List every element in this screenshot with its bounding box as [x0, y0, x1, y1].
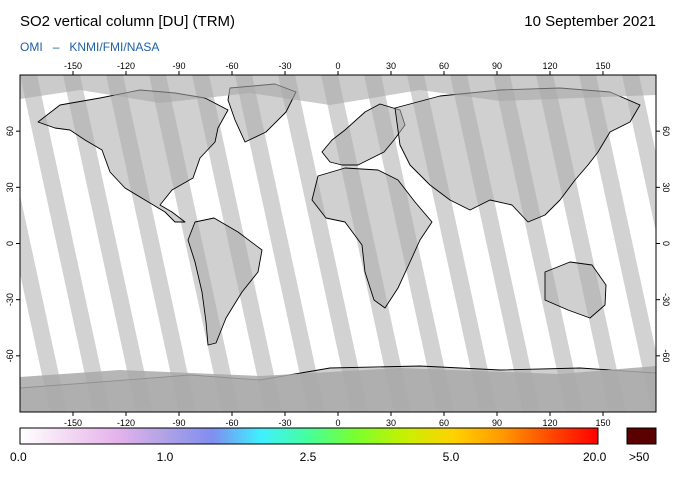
colorbar-overflow-swatch [626, 427, 657, 445]
lon-tick-label-bottom: 0 [335, 418, 340, 428]
lon-tick-label-bottom: -150 [64, 418, 82, 428]
colorbar-overflow-label: >50 [629, 450, 650, 464]
lat-tick-label-right: 60 [661, 126, 671, 136]
lon-tick-label-bottom: 150 [595, 418, 610, 428]
map-date: 10 September 2021 [524, 13, 656, 30]
lat-tick-label-right: -30 [661, 293, 671, 306]
lat-tick-label-left: -30 [5, 293, 15, 306]
lat-tick-label-right: 30 [661, 182, 671, 192]
colorbar-label: 0.0 [10, 450, 27, 464]
orbit-gap-swath [20, 75, 110, 412]
lon-tick-label-top: -60 [225, 61, 238, 71]
credit-institutes: KNMI/FMI/NASA [69, 40, 160, 54]
lon-tick-label-top: 0 [335, 61, 340, 71]
credit-line: OMI – KNMI/FMI/NASA [20, 40, 159, 54]
lon-tick-label-top: 60 [439, 61, 449, 71]
africa-outline [311, 167, 433, 309]
lon-tick-label-top: 30 [386, 61, 396, 71]
orbit-gap-swath [235, 75, 325, 412]
lon-tick-label-top: 90 [492, 61, 502, 71]
orbit-gap-swath [278, 75, 368, 412]
polar-no-data [20, 75, 656, 412]
colorbar [19, 427, 599, 445]
lat-tick-label-right: -60 [661, 349, 671, 362]
lon-tick-label-top: 120 [542, 61, 557, 71]
south-america-outline [187, 217, 263, 346]
lon-tick-label-top: -90 [172, 61, 185, 71]
australia-outline [544, 261, 607, 319]
lat-tick-label-left: -60 [5, 349, 15, 362]
lat-tick-label-left: 0 [5, 241, 15, 246]
orbit-gap-swath [63, 75, 153, 412]
graticule-tick-labels: -150 -150 -120 -120 -90 -90 -60 -60 -30 -30 0 0 30 30… [5, 61, 671, 428]
lat-tick-label-right: 0 [661, 241, 671, 246]
orbit-gap-swath [20, 195, 67, 412]
orbit-gap-swath [579, 75, 656, 412]
arctic-no-data [20, 75, 656, 105]
lon-tick-label-bottom: -120 [117, 418, 135, 428]
lat-tick-label-left: 60 [5, 126, 15, 136]
colorbar-label: 5.0 [442, 450, 460, 464]
antarctic-no-data [20, 366, 656, 412]
colorbar-label: 20.0 [583, 450, 607, 464]
lon-tick-label-top: -120 [117, 61, 135, 71]
lon-tick-label-top: 150 [595, 61, 610, 71]
lon-tick-label-top: -150 [64, 61, 82, 71]
credit-separator: – [52, 40, 60, 54]
colorbar-label: 1.0 [156, 450, 174, 464]
colorbar-label: 2.5 [299, 450, 317, 464]
lon-tick-label-bottom: 90 [492, 418, 502, 428]
lon-tick-label-bottom: 30 [386, 418, 396, 428]
lon-tick-label-bottom: -90 [172, 418, 185, 428]
lon-tick-label-top: -30 [278, 61, 291, 71]
map-title: SO2 vertical column [DU] (TRM) [20, 13, 236, 30]
credit-instrument: OMI [20, 40, 43, 54]
lon-tick-label-bottom: -30 [278, 418, 291, 428]
lon-tick-label-bottom: 60 [439, 418, 449, 428]
lon-tick-label-bottom: -60 [225, 418, 238, 428]
lon-tick-label-bottom: 120 [542, 418, 557, 428]
lat-tick-label-left: 30 [5, 182, 15, 192]
graticule-ticks [16, 71, 660, 416]
